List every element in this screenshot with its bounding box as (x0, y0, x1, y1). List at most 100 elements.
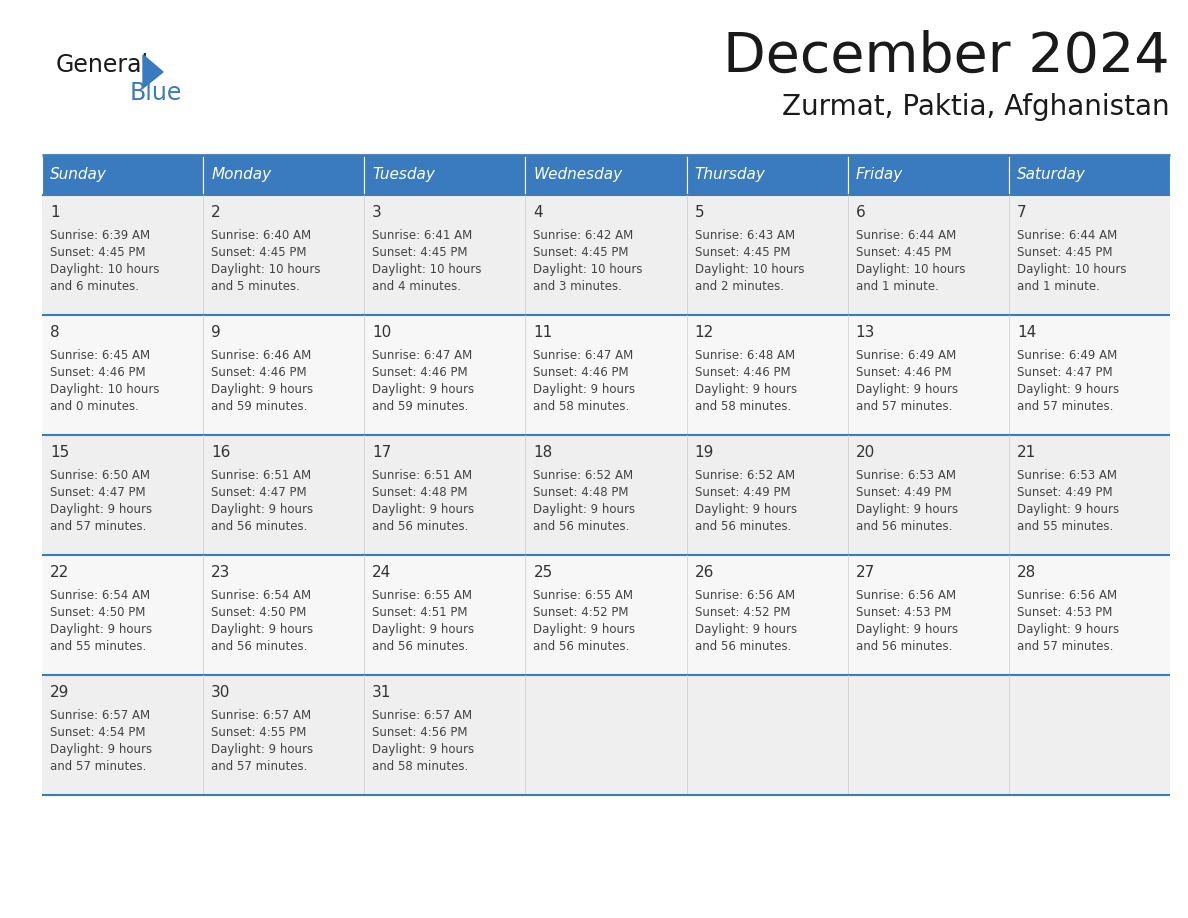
Text: Sunset: 4:53 PM: Sunset: 4:53 PM (1017, 606, 1112, 619)
Text: Thursday: Thursday (695, 167, 765, 183)
Text: Sunrise: 6:49 AM: Sunrise: 6:49 AM (1017, 349, 1117, 362)
Text: Sunrise: 6:53 AM: Sunrise: 6:53 AM (1017, 469, 1117, 482)
Text: Daylight: 9 hours: Daylight: 9 hours (372, 743, 474, 756)
Bar (525, 155, 687, 195)
Text: Sunset: 4:47 PM: Sunset: 4:47 PM (1017, 366, 1112, 379)
Text: Daylight: 9 hours: Daylight: 9 hours (50, 743, 152, 756)
Text: 19: 19 (695, 445, 714, 460)
Text: and 57 minutes.: and 57 minutes. (50, 520, 146, 533)
Text: Daylight: 9 hours: Daylight: 9 hours (1017, 503, 1119, 516)
Bar (1009, 315, 1170, 435)
Text: Blue: Blue (129, 81, 183, 105)
Bar (687, 555, 848, 675)
Bar (848, 315, 1009, 435)
Text: 16: 16 (211, 445, 230, 460)
Bar (848, 435, 1009, 555)
Text: Sunrise: 6:50 AM: Sunrise: 6:50 AM (50, 469, 150, 482)
Text: Sunrise: 6:47 AM: Sunrise: 6:47 AM (372, 349, 473, 362)
Text: and 1 minute.: and 1 minute. (1017, 280, 1100, 293)
Bar (525, 315, 687, 435)
Bar (525, 195, 687, 315)
Text: Daylight: 9 hours: Daylight: 9 hours (533, 503, 636, 516)
Text: and 56 minutes.: and 56 minutes. (533, 640, 630, 653)
Text: Daylight: 10 hours: Daylight: 10 hours (50, 383, 159, 396)
Bar (687, 195, 848, 315)
Text: Sunset: 4:45 PM: Sunset: 4:45 PM (50, 246, 145, 259)
Bar (525, 555, 687, 675)
Text: and 56 minutes.: and 56 minutes. (855, 640, 952, 653)
Text: 9: 9 (211, 325, 221, 340)
Text: Daylight: 9 hours: Daylight: 9 hours (533, 383, 636, 396)
Text: and 57 minutes.: and 57 minutes. (50, 760, 146, 773)
Bar (365, 315, 525, 435)
Text: Daylight: 9 hours: Daylight: 9 hours (695, 383, 797, 396)
Text: Daylight: 9 hours: Daylight: 9 hours (211, 623, 314, 636)
Text: Sunrise: 6:51 AM: Sunrise: 6:51 AM (372, 469, 473, 482)
Text: Sunrise: 6:57 AM: Sunrise: 6:57 AM (372, 709, 473, 722)
Bar (848, 195, 1009, 315)
Text: Sunrise: 6:43 AM: Sunrise: 6:43 AM (695, 229, 795, 242)
Bar (42, 435, 203, 555)
Text: and 57 minutes.: and 57 minutes. (855, 400, 952, 413)
Text: Sunset: 4:45 PM: Sunset: 4:45 PM (855, 246, 952, 259)
Text: Sunset: 4:54 PM: Sunset: 4:54 PM (50, 726, 145, 739)
Polygon shape (143, 55, 163, 88)
Text: Sunset: 4:46 PM: Sunset: 4:46 PM (695, 366, 790, 379)
Text: Daylight: 9 hours: Daylight: 9 hours (855, 503, 958, 516)
Text: and 55 minutes.: and 55 minutes. (50, 640, 146, 653)
Text: Daylight: 9 hours: Daylight: 9 hours (1017, 623, 1119, 636)
Text: Sunset: 4:46 PM: Sunset: 4:46 PM (855, 366, 952, 379)
Text: 22: 22 (50, 565, 69, 580)
Bar (525, 675, 687, 795)
Text: Sunrise: 6:48 AM: Sunrise: 6:48 AM (695, 349, 795, 362)
Bar (1009, 195, 1170, 315)
Text: and 2 minutes.: and 2 minutes. (695, 280, 784, 293)
Text: Sunset: 4:47 PM: Sunset: 4:47 PM (211, 486, 307, 499)
Text: Sunrise: 6:55 AM: Sunrise: 6:55 AM (372, 589, 473, 602)
Text: Daylight: 10 hours: Daylight: 10 hours (50, 263, 159, 276)
Text: Daylight: 10 hours: Daylight: 10 hours (1017, 263, 1126, 276)
Text: and 4 minutes.: and 4 minutes. (372, 280, 461, 293)
Text: 7: 7 (1017, 205, 1026, 220)
Bar (1009, 155, 1170, 195)
Bar (203, 315, 365, 435)
Bar (365, 675, 525, 795)
Text: 6: 6 (855, 205, 866, 220)
Text: Sunrise: 6:45 AM: Sunrise: 6:45 AM (50, 349, 150, 362)
Text: Sunset: 4:45 PM: Sunset: 4:45 PM (211, 246, 307, 259)
Text: Sunset: 4:45 PM: Sunset: 4:45 PM (372, 246, 468, 259)
Bar (848, 155, 1009, 195)
Text: Saturday: Saturday (1017, 167, 1086, 183)
Text: Sunrise: 6:39 AM: Sunrise: 6:39 AM (50, 229, 150, 242)
Text: and 0 minutes.: and 0 minutes. (50, 400, 139, 413)
Bar (848, 555, 1009, 675)
Text: Sunset: 4:49 PM: Sunset: 4:49 PM (1017, 486, 1112, 499)
Text: and 59 minutes.: and 59 minutes. (372, 400, 468, 413)
Text: Sunrise: 6:51 AM: Sunrise: 6:51 AM (211, 469, 311, 482)
Text: Sunset: 4:52 PM: Sunset: 4:52 PM (533, 606, 628, 619)
Text: and 56 minutes.: and 56 minutes. (211, 640, 308, 653)
Text: and 6 minutes.: and 6 minutes. (50, 280, 139, 293)
Text: Daylight: 9 hours: Daylight: 9 hours (372, 623, 474, 636)
Text: Monday: Monday (211, 167, 271, 183)
Bar (203, 675, 365, 795)
Text: 17: 17 (372, 445, 392, 460)
Text: and 59 minutes.: and 59 minutes. (211, 400, 308, 413)
Text: Daylight: 9 hours: Daylight: 9 hours (211, 383, 314, 396)
Text: and 56 minutes.: and 56 minutes. (695, 640, 791, 653)
Text: 23: 23 (211, 565, 230, 580)
Text: 31: 31 (372, 685, 392, 700)
Text: Sunset: 4:46 PM: Sunset: 4:46 PM (50, 366, 146, 379)
Text: and 56 minutes.: and 56 minutes. (372, 640, 468, 653)
Text: Daylight: 9 hours: Daylight: 9 hours (211, 743, 314, 756)
Text: 1: 1 (50, 205, 59, 220)
Text: and 3 minutes.: and 3 minutes. (533, 280, 623, 293)
Bar (42, 195, 203, 315)
Text: Zurmat, Paktia, Afghanistan: Zurmat, Paktia, Afghanistan (783, 93, 1170, 121)
Bar (42, 675, 203, 795)
Text: and 56 minutes.: and 56 minutes. (855, 520, 952, 533)
Text: 3: 3 (372, 205, 383, 220)
Text: Daylight: 9 hours: Daylight: 9 hours (695, 623, 797, 636)
Text: 10: 10 (372, 325, 392, 340)
Text: Sunrise: 6:42 AM: Sunrise: 6:42 AM (533, 229, 633, 242)
